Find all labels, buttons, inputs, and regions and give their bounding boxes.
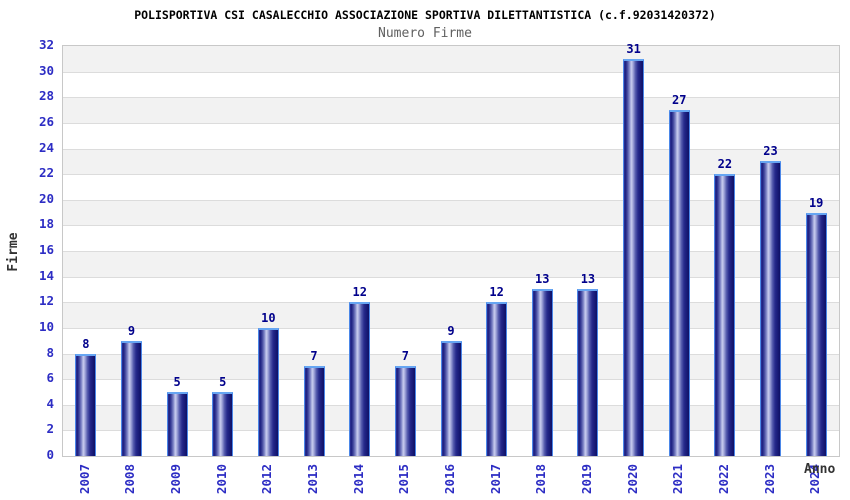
bar-2021: [668, 110, 690, 456]
bar-value-label: 9: [127, 323, 136, 338]
y-tick-label: 20: [38, 190, 54, 206]
x-tick-label: 2021: [670, 463, 686, 495]
bar-value-label: 13: [535, 272, 550, 287]
bar-value-label: 19: [808, 195, 824, 210]
y-tick-label: 14: [38, 267, 54, 283]
x-tick-label: 2020: [624, 463, 640, 495]
x-tick-label: 2012: [259, 463, 275, 495]
bar-2017: [486, 302, 508, 456]
bar-value-label: 5: [219, 374, 227, 389]
bar-2016: [440, 340, 462, 456]
grid-band: [63, 302, 839, 328]
y-tick-label: 10: [38, 318, 54, 334]
bar-value-label: 23: [763, 144, 778, 159]
grid-band: [63, 225, 839, 251]
y-tick-label: 32: [38, 37, 54, 52]
grid-band: [63, 97, 839, 123]
y-tick-label: 12: [38, 293, 54, 309]
bar-value-label: 12: [352, 285, 367, 300]
grid-band: [63, 199, 839, 226]
x-tick-label: 2014: [350, 463, 366, 495]
y-tick-label: 2: [46, 421, 54, 437]
y-tick-label: 8: [46, 344, 54, 360]
y-tick-label: 4: [46, 395, 54, 411]
bar-2023: [760, 161, 782, 456]
bar-2019: [577, 289, 599, 456]
bar-value-label: 10: [261, 310, 276, 325]
y-tick-label: 24: [38, 139, 54, 155]
bar-2013: [303, 366, 325, 456]
y-tick-label: 26: [38, 113, 54, 129]
bar-value-label: 22: [717, 157, 733, 172]
bar-value-label: 7: [310, 349, 318, 364]
bar-2015: [394, 366, 416, 456]
bar-2010: [212, 391, 234, 456]
x-tick-label: 2007: [76, 463, 92, 495]
x-tick-label: 2010: [213, 463, 229, 495]
y-tick-label: 30: [38, 62, 54, 78]
bar-2008: [120, 340, 142, 456]
x-axis-label: Anno: [804, 462, 836, 477]
grid-band: [63, 46, 839, 72]
bar-2012: [257, 327, 279, 456]
chart-subtitle: Numero Firme: [378, 26, 472, 41]
grid-band: [63, 276, 839, 303]
x-tick-label: 2019: [578, 463, 594, 495]
bar-2009: [166, 391, 188, 456]
bar-2007: [75, 353, 97, 456]
bar-2014: [349, 302, 371, 456]
y-tick-label: 18: [38, 216, 54, 232]
x-tick-label: 2022: [715, 463, 731, 495]
bar-value-label: 7: [401, 349, 409, 364]
bar-2018: [531, 289, 553, 456]
grid-band: [63, 122, 839, 149]
x-tick-label: 2013: [305, 463, 321, 495]
x-tick-label: 2008: [122, 463, 138, 495]
bar-value-label: 27: [672, 93, 687, 108]
bar-value-label: 8: [82, 336, 90, 351]
y-tick-label: 6: [46, 370, 54, 386]
x-tick-label: 2017: [487, 463, 503, 495]
bar-value-label: 12: [489, 285, 504, 300]
bar-value-label: 9: [447, 323, 455, 338]
x-tick-label: 2016: [442, 463, 457, 495]
x-tick-label: 2023: [761, 463, 777, 495]
chart-title: POLISPORTIVA CSI CASALECCHIO ASSOCIAZION…: [134, 8, 716, 22]
y-tick-label: 16: [38, 242, 54, 257]
bar-value-label: 13: [580, 272, 596, 287]
plot-area: 8 9 5 5 10 7 12 7 9 12 13 13 31 27 22 23 19: [62, 41, 840, 457]
bar-value-label: 5: [173, 374, 181, 389]
bar-value-label: 31: [626, 41, 641, 56]
x-tick-label: 2009: [168, 463, 184, 495]
x-tick-label: 2015: [396, 463, 412, 495]
grid-band: [63, 251, 839, 277]
y-tick-label: 22: [38, 165, 54, 181]
bar-2024: [805, 212, 827, 456]
bar-2020: [623, 58, 645, 456]
y-tick-label: 0: [46, 447, 54, 462]
bar-2022: [714, 174, 736, 456]
y-tick-label: 28: [38, 88, 54, 104]
grid-band: [63, 174, 839, 200]
x-tick-label: 2018: [533, 463, 549, 495]
grid-band: [63, 148, 839, 175]
grid-band: [63, 71, 839, 98]
